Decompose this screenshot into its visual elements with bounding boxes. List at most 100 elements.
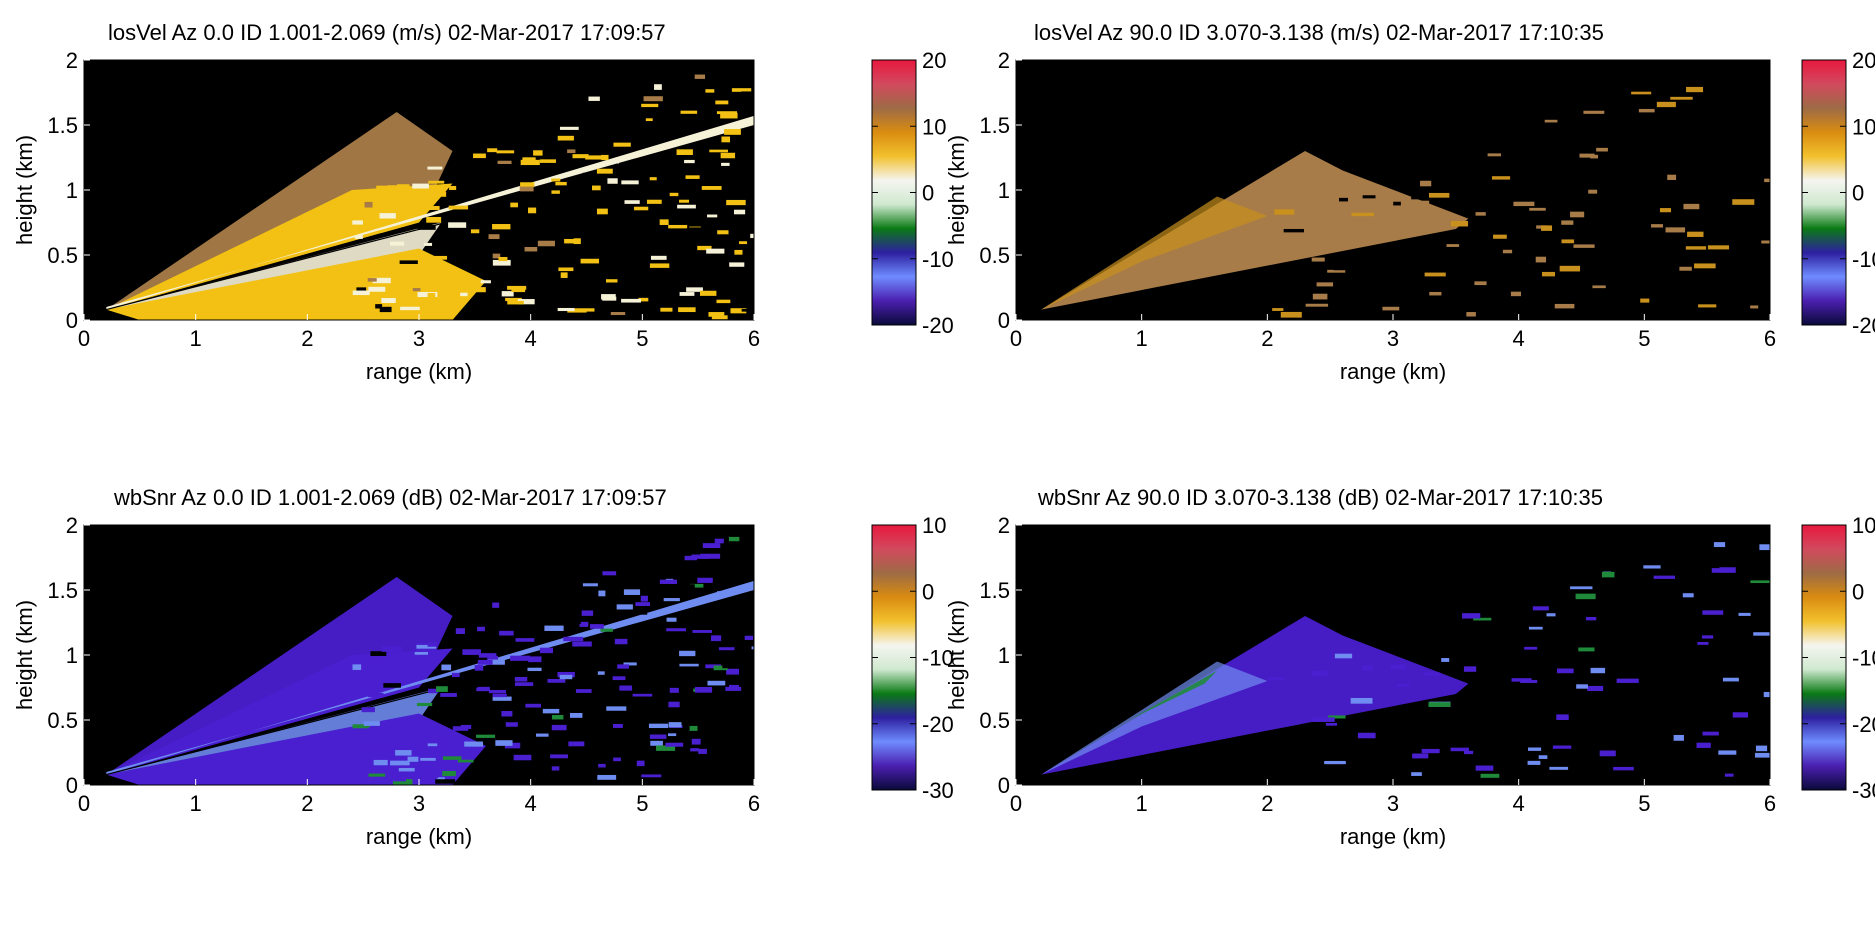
data-cell [1324, 760, 1346, 765]
data-cell [1529, 207, 1546, 211]
data-cell [539, 647, 554, 654]
data-cell [597, 774, 617, 780]
data-cell [427, 166, 443, 170]
data-cell [1491, 176, 1511, 180]
data-cell [367, 284, 382, 288]
data-cell [1686, 86, 1704, 93]
colorbar-tick-label: 0 [1852, 181, 1864, 206]
data-cell [367, 278, 377, 282]
data-cell [1575, 593, 1596, 600]
data-cell [1362, 195, 1376, 199]
data-cell [436, 686, 448, 692]
data-cell [1733, 77, 1747, 81]
data-cell [607, 178, 618, 184]
data-cell [654, 84, 662, 90]
data-cell [439, 282, 455, 288]
y-axis-label: height (km) [12, 600, 37, 710]
data-cell [1463, 666, 1477, 672]
data-cell [1428, 192, 1450, 198]
data-cell [1312, 293, 1328, 300]
data-cell [389, 241, 405, 246]
x-tick-label: 5 [636, 326, 648, 351]
data-cell [455, 628, 465, 634]
data-cell [1535, 256, 1547, 263]
data-cell [1722, 677, 1739, 682]
colorbar-tick-label: -10 [922, 247, 954, 272]
y-tick-label: 1 [998, 643, 1010, 668]
data-cell [1538, 755, 1548, 759]
data-cell [387, 747, 401, 753]
data-cell [1702, 731, 1719, 736]
data-cell [666, 617, 677, 622]
data-cell [623, 662, 637, 666]
data-cell [527, 667, 542, 672]
data-cell [606, 706, 627, 711]
data-cell [470, 229, 480, 234]
data-cell [462, 649, 482, 655]
data-wedge-mid [106, 648, 453, 775]
y-tick-label: 2 [66, 513, 78, 538]
data-cell [1527, 760, 1541, 765]
data-cell [1667, 174, 1677, 181]
data-cell [1365, 225, 1380, 230]
data-cell [641, 774, 662, 778]
data-cell [400, 306, 420, 311]
data-cell [690, 583, 704, 588]
data-cell [1411, 196, 1434, 200]
data-cell [492, 602, 500, 608]
data-cell [634, 206, 649, 211]
data-cell [435, 779, 456, 784]
data-cell [1596, 147, 1608, 152]
data-cell [1578, 647, 1595, 652]
data-cell [492, 259, 511, 266]
data-cell [1305, 303, 1329, 307]
data-cell [391, 771, 403, 777]
data-cell [381, 298, 396, 303]
data-cell [352, 664, 362, 670]
data-cell [1267, 226, 1287, 232]
data-band-inner [1041, 196, 1268, 310]
data-cell [563, 636, 584, 642]
data-cell [659, 579, 677, 584]
data-cell [750, 233, 754, 239]
data-cell [708, 312, 725, 317]
data-cell [1588, 189, 1598, 194]
data-cell [580, 621, 589, 627]
data-cell [1673, 734, 1684, 741]
data-cell [364, 201, 373, 208]
data-cell [1446, 244, 1460, 247]
data-field [1041, 77, 1770, 318]
data-cell [733, 209, 746, 215]
colorbar [871, 59, 917, 326]
data-cell [1552, 745, 1572, 749]
x-axis-label: range (km) [366, 824, 472, 849]
data-cell [419, 774, 439, 779]
y-tick-label: 1 [66, 178, 78, 203]
data-cell [656, 745, 676, 751]
data-cell [722, 664, 732, 669]
colorbar [871, 524, 917, 791]
data-cell [510, 655, 531, 661]
data-cell [528, 656, 542, 663]
x-tick-label: 4 [525, 791, 537, 816]
data-cell [649, 177, 657, 181]
data-cell [448, 205, 469, 210]
data-cell [691, 738, 701, 745]
data-cell [492, 253, 501, 259]
data-cell [514, 682, 534, 686]
data-cell [519, 185, 534, 192]
data-cell [602, 296, 617, 301]
data-cell [1732, 199, 1755, 205]
data-cell [680, 110, 698, 114]
data-cell [1592, 285, 1606, 289]
data-cell [1556, 714, 1569, 721]
data-cell [368, 661, 386, 668]
data-wedge [1041, 151, 1469, 310]
x-tick-label: 6 [1764, 326, 1776, 351]
data-cell [596, 208, 608, 215]
data-cell [1510, 291, 1521, 297]
data-cell [1423, 672, 1441, 676]
data-cell [1640, 298, 1650, 303]
data-cell [1702, 610, 1724, 615]
data-cell [488, 689, 506, 694]
